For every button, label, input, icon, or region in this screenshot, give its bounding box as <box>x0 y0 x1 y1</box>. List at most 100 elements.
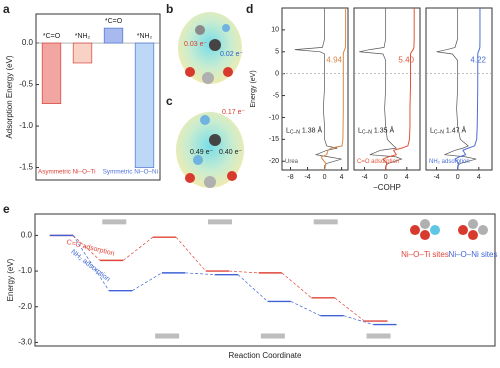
structure-c <box>176 112 244 188</box>
atom <box>204 176 216 188</box>
subplot-frame <box>281 7 349 171</box>
connector <box>72 235 101 261</box>
atom <box>209 39 221 51</box>
bond-subscript: C–N <box>362 130 372 136</box>
bar-category-label: *C=O <box>105 18 123 25</box>
legend-cluster-atom <box>468 219 478 230</box>
charge-annotation: 0.40 e⁻ <box>219 149 242 156</box>
cohp-line <box>436 8 477 170</box>
charge-density <box>176 112 244 188</box>
cohp-line <box>294 8 342 170</box>
bar-category-label: *NH₂ <box>75 33 91 40</box>
cohp-line <box>359 8 403 170</box>
legend-cluster-atom <box>458 225 468 236</box>
legend-cluster-atom <box>430 225 440 236</box>
charge-annotation: 0.49 e⁻ <box>190 149 213 156</box>
legend-cluster-atom <box>410 225 420 236</box>
y-tick-label: -1.5 <box>19 163 33 172</box>
atom <box>200 115 210 125</box>
charge-annotation: 0.02 e⁻ <box>220 51 243 58</box>
catalyst-slab <box>102 219 127 225</box>
x-tick-label: -8 <box>287 174 293 181</box>
y-tick-label: 0.0 <box>22 38 34 47</box>
bond-symbol: L <box>286 127 290 134</box>
atom <box>193 155 203 165</box>
bar-category-label: *NH₂ <box>137 33 153 40</box>
bar <box>72 42 93 64</box>
legend-cluster-atom <box>468 230 478 241</box>
atom <box>185 173 195 183</box>
x-tick-label: 4 <box>340 174 344 181</box>
x-tick-label: -4 <box>433 174 439 181</box>
x-tick-label: -4 <box>304 174 310 181</box>
y-tick-label: -1.0 <box>18 266 32 275</box>
y-tick-label: 0 <box>275 71 279 78</box>
legend-cluster-atom <box>420 219 430 230</box>
bar-category-label: *C=O <box>43 33 61 40</box>
y-tick-label: -3.0 <box>18 338 32 347</box>
y-axis-label: Energy (eV) <box>6 258 15 301</box>
y-tick-label: -0.5 <box>19 80 33 89</box>
bond-length-label: LC–N 1.35 Å <box>358 125 394 135</box>
legend-label: Symmetric Ni–O–Ni <box>103 169 158 176</box>
connector <box>290 301 321 316</box>
catalyst-slab <box>260 333 285 339</box>
connector <box>175 236 206 272</box>
structure-b <box>178 12 242 84</box>
bond-symbol: L <box>358 127 362 134</box>
bond-length: 1.35 Å <box>374 125 395 134</box>
panel-label: d <box>246 2 253 16</box>
plot-frame <box>35 13 161 181</box>
y-tick-label: 10 <box>271 27 279 34</box>
y-tick-label: -5 <box>273 92 279 99</box>
y-tick-label: -15 <box>269 136 279 143</box>
catalyst-slab <box>155 333 180 339</box>
plot-frame <box>34 213 496 347</box>
catalyst-slab <box>313 219 338 225</box>
legend-label: Ni–O–Ti sites <box>401 250 449 259</box>
bar <box>41 42 62 104</box>
icohp-label: 4.94 <box>326 56 342 65</box>
connector <box>343 315 374 325</box>
y-tick-label: 5 <box>275 49 279 56</box>
panel-label: b <box>166 2 173 16</box>
bond-subscript: C–N <box>290 130 300 136</box>
x-tick-label: 4 <box>477 174 481 181</box>
bond-length-label: LC–N 1.38 Å <box>286 125 322 135</box>
panel-label: a <box>3 2 10 16</box>
x-tick-label: -4 <box>361 174 367 181</box>
y-tick-label: -1.0 <box>19 121 33 130</box>
connector <box>72 235 110 291</box>
bond-subscript: C–N <box>434 130 444 136</box>
bond-length: 1.47 Å <box>446 125 467 134</box>
bar <box>134 42 155 168</box>
charge-annotation: 0.03 e⁻ <box>184 41 207 48</box>
legend-cluster-atom <box>478 225 488 236</box>
catalyst-slab <box>366 333 391 339</box>
legend-label: Asymmetric Ni–O–Ti <box>38 169 96 176</box>
atom <box>195 25 205 35</box>
catalyst-slab <box>208 219 232 225</box>
atom <box>185 67 195 77</box>
legend-cluster-atom <box>420 230 430 241</box>
cohp-line <box>454 8 481 171</box>
bond-symbol: L <box>430 127 434 134</box>
icohp-label: 4.22 <box>470 56 486 65</box>
cohp-line <box>320 8 347 171</box>
y-axis-label: Energy (eV) <box>250 70 257 107</box>
bond-length: 1.38 Å <box>302 125 323 134</box>
y-tick-label: -20 <box>269 158 279 165</box>
subplot-frame <box>353 7 421 171</box>
x-axis-label: −COHP <box>373 183 401 192</box>
subplot-caption: C=O adsorption <box>357 159 399 165</box>
connector <box>132 272 163 292</box>
y-tick-label: 0.0 <box>21 231 33 240</box>
x-tick-label: 0 <box>384 174 388 181</box>
x-tick-label: 0 <box>323 174 327 181</box>
cohp-line <box>382 8 415 171</box>
atom <box>222 24 230 32</box>
y-axis-label: Adsorption Energy (eV) <box>5 55 14 138</box>
connector <box>185 272 215 275</box>
